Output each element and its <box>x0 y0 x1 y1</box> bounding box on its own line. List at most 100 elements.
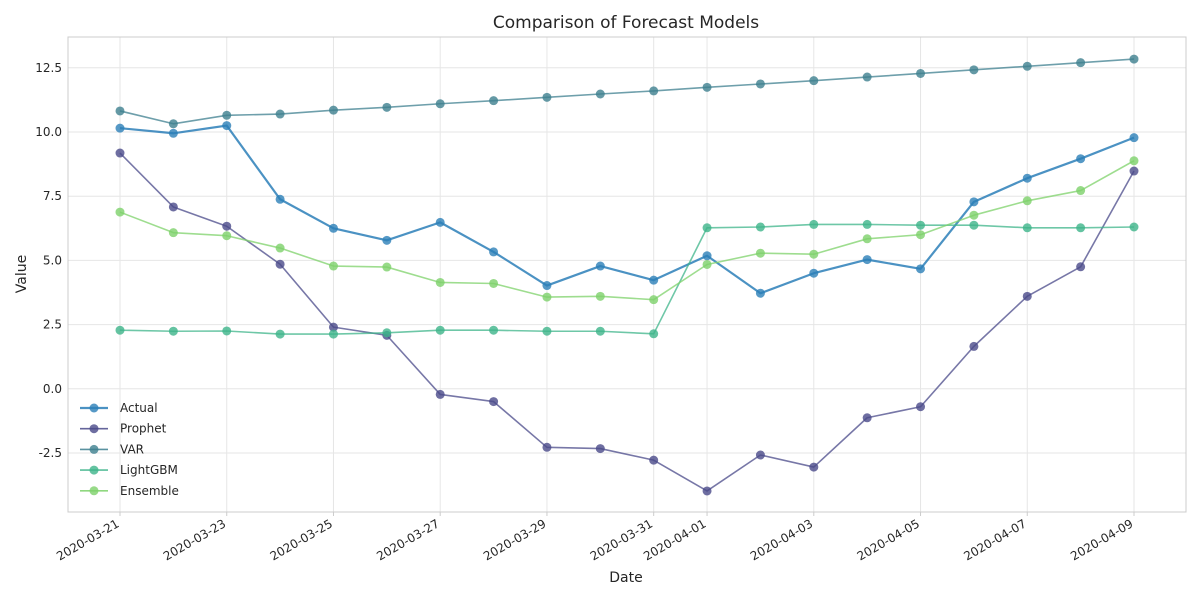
data-point <box>649 455 659 465</box>
data-point <box>1022 196 1032 206</box>
data-point <box>328 261 338 271</box>
data-point <box>489 96 499 106</box>
data-point <box>435 389 445 399</box>
data-point <box>542 92 552 102</box>
data-point <box>969 65 979 75</box>
y-tick-label: 7.5 <box>43 189 62 203</box>
data-point <box>862 72 872 82</box>
y-tick-label: 12.5 <box>35 61 62 75</box>
data-point <box>916 264 926 274</box>
data-point <box>702 251 712 261</box>
x-tick-label: 2020-04-07 <box>961 516 1028 563</box>
y-tick-label: 5.0 <box>43 253 62 267</box>
data-point <box>702 259 712 269</box>
legend-label: Ensemble <box>120 484 179 498</box>
legend-label: VAR <box>120 442 144 456</box>
data-point <box>1076 186 1086 196</box>
legend-item-ensemble: Ensemble <box>80 484 179 498</box>
data-point <box>1129 54 1139 64</box>
data-point <box>649 275 659 285</box>
data-point <box>275 329 285 339</box>
legend-marker <box>89 465 99 475</box>
data-point <box>115 207 125 217</box>
series-line <box>119 160 1135 301</box>
data-point <box>1129 222 1139 232</box>
x-tick-label: 2020-04-05 <box>855 516 922 563</box>
data-point <box>1022 61 1032 71</box>
data-point <box>435 99 445 109</box>
legend-item-lightgbm: LightGBM <box>80 463 178 477</box>
data-point <box>222 221 232 231</box>
data-point <box>862 413 872 423</box>
grid <box>68 37 1186 512</box>
legend-label: Actual <box>120 401 158 415</box>
data-point <box>435 325 445 335</box>
data-point <box>916 402 926 412</box>
x-tick-label: 2020-04-09 <box>1068 516 1135 563</box>
series-line <box>119 58 1135 125</box>
data-point <box>275 194 285 204</box>
data-point <box>542 442 552 452</box>
data-point <box>115 106 125 116</box>
data-point <box>1022 223 1032 233</box>
data-point <box>809 219 819 229</box>
data-point <box>809 249 819 259</box>
plot-area <box>67 36 1187 513</box>
legend-label: Prophet <box>120 422 167 436</box>
data-point <box>168 228 178 238</box>
data-point <box>862 255 872 265</box>
data-point <box>168 326 178 336</box>
data-point <box>702 82 712 92</box>
data-point <box>1076 154 1086 164</box>
data-point <box>702 486 712 496</box>
y-tick-label: 2.5 <box>43 318 62 332</box>
data-point <box>702 223 712 233</box>
data-point <box>916 68 926 78</box>
data-point <box>435 277 445 287</box>
data-point <box>328 223 338 233</box>
data-point <box>328 322 338 332</box>
data-point <box>595 261 605 271</box>
legend-marker <box>89 424 99 434</box>
data-point <box>969 341 979 351</box>
x-tick-label: 2020-03-27 <box>374 516 441 563</box>
data-point <box>595 291 605 301</box>
data-point <box>1129 133 1139 143</box>
data-point <box>1076 262 1086 272</box>
chart-title: Comparison of Forecast Models <box>493 13 759 33</box>
data-point <box>809 76 819 86</box>
data-point <box>755 222 765 232</box>
series-line <box>119 152 1135 492</box>
x-axis-title: Date <box>609 570 642 586</box>
data-point <box>1129 156 1139 166</box>
data-point <box>649 329 659 339</box>
y-axis-ticks: -2.5 0.0 2.5 5.0 7.5 10.0 12.5 <box>35 61 62 460</box>
data-point <box>435 217 445 227</box>
series-prophet <box>115 148 1139 496</box>
data-point <box>382 102 392 112</box>
x-tick-label: 2020-03-23 <box>161 516 228 563</box>
data-point <box>328 329 338 339</box>
series-actual <box>115 121 1139 298</box>
data-point <box>382 262 392 272</box>
data-point <box>168 128 178 138</box>
legend-item-var: VAR <box>80 442 144 456</box>
data-point <box>755 450 765 460</box>
legend-item-prophet: Prophet <box>80 422 167 436</box>
data-point <box>862 234 872 244</box>
data-point <box>222 231 232 241</box>
series-ensemble <box>115 156 1139 305</box>
data-point <box>755 79 765 89</box>
data-point <box>1076 223 1086 233</box>
legend-marker <box>89 444 99 454</box>
y-tick-label: 0.0 <box>43 382 62 396</box>
y-axis-title: Value <box>14 255 30 293</box>
data-point <box>969 197 979 207</box>
series-var <box>115 54 1139 129</box>
series-line <box>119 223 1135 335</box>
data-point <box>222 110 232 120</box>
data-point <box>969 220 979 230</box>
data-point <box>115 148 125 158</box>
data-point <box>115 325 125 335</box>
data-point <box>755 248 765 258</box>
